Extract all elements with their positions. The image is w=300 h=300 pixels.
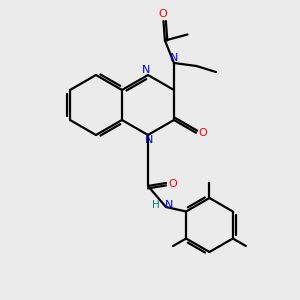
Text: O: O <box>158 9 167 20</box>
Text: H: H <box>152 200 159 211</box>
Text: N: N <box>165 200 173 211</box>
Text: O: O <box>198 128 207 138</box>
Text: N: N <box>170 52 178 63</box>
Text: N: N <box>142 64 151 75</box>
Text: O: O <box>168 179 177 189</box>
Text: N: N <box>145 135 154 146</box>
